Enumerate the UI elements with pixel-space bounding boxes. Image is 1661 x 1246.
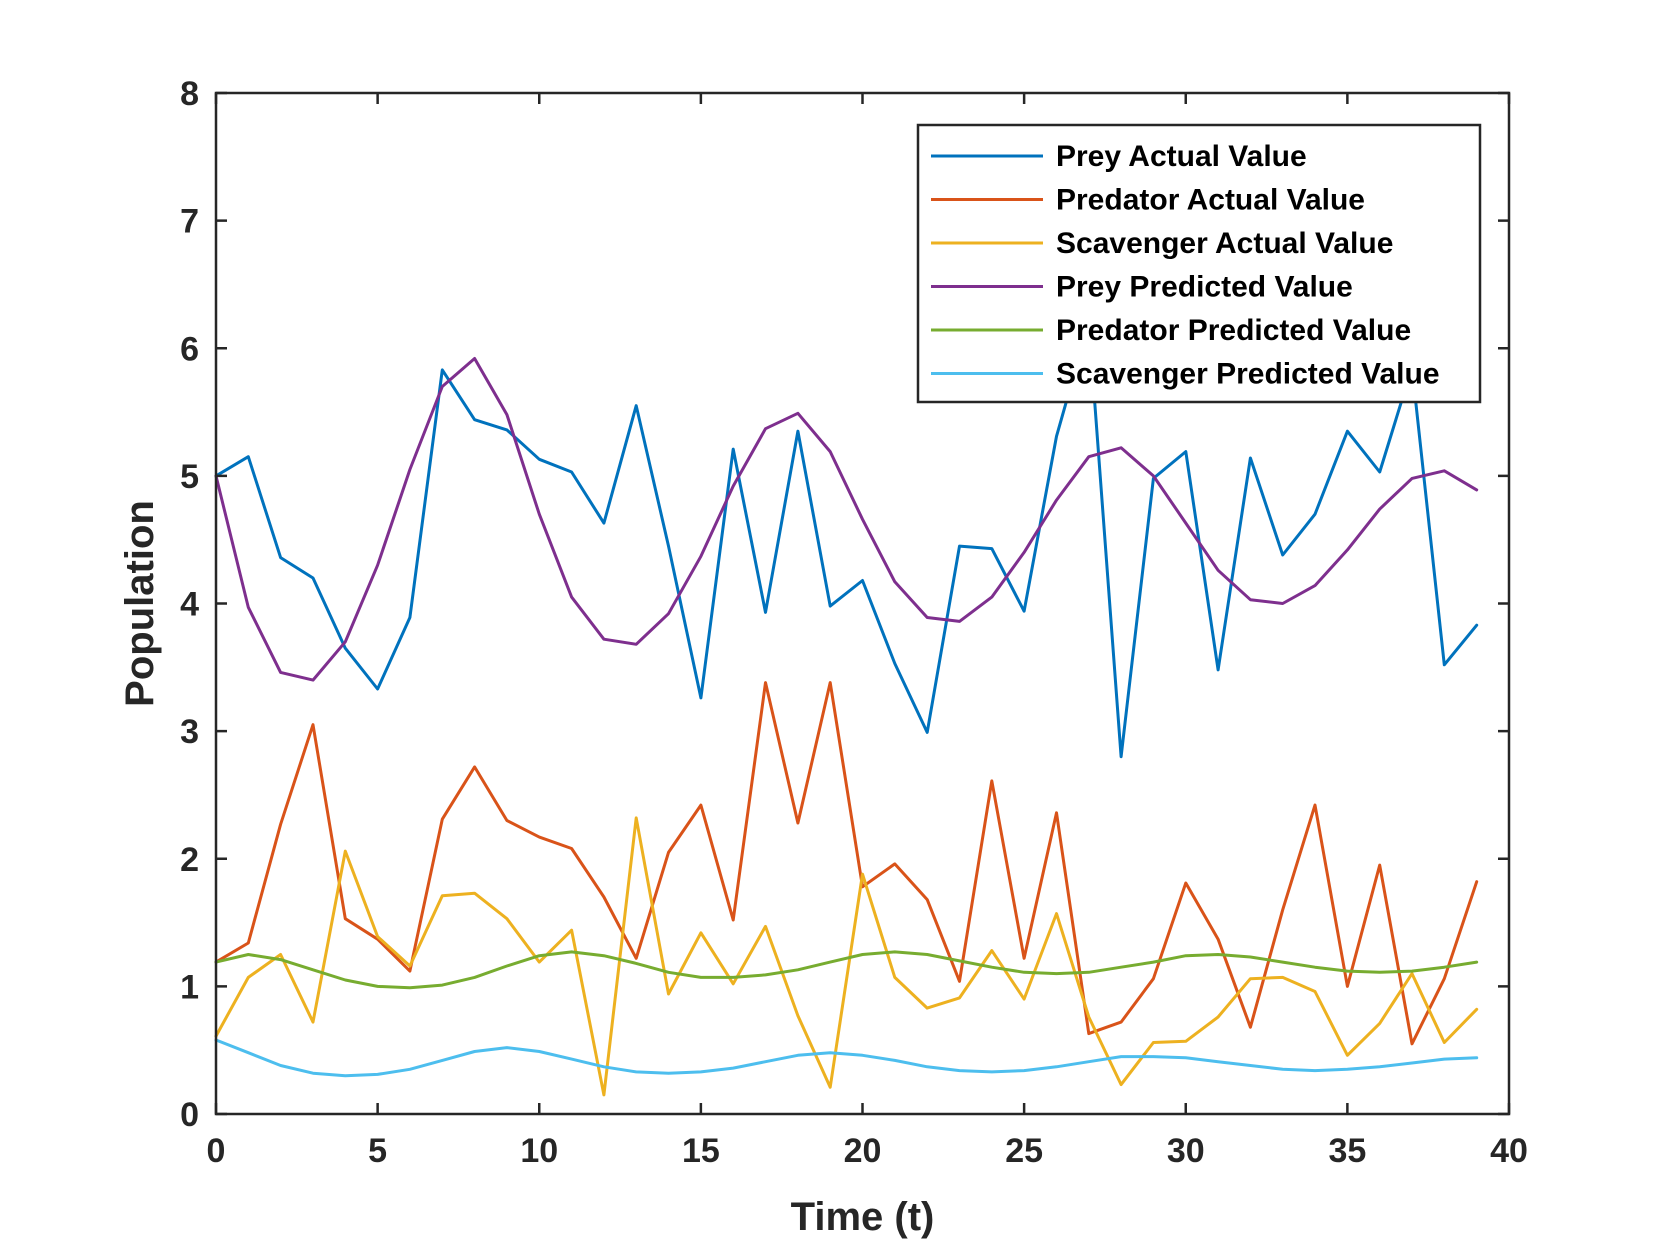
x-tick-label: 30 <box>1167 1132 1205 1170</box>
x-tick-label: 15 <box>682 1132 720 1170</box>
series-line-6 <box>214 1038 1479 1078</box>
legend-entry-label: Predator Actual Value <box>1056 184 1365 217</box>
x-tick-label: 40 <box>1490 1132 1528 1170</box>
x-axis-title: Time (t) <box>791 1195 935 1239</box>
y-tick-label: 7 <box>180 203 199 241</box>
x-tick-label: 25 <box>1005 1132 1043 1170</box>
legend: Prey Actual Value Predator Actual Value Sc… <box>916 123 1482 404</box>
series-line-3 <box>214 816 1479 1097</box>
y-tick-label: 1 <box>180 968 199 1006</box>
x-tick-label: 0 <box>207 1132 226 1170</box>
x-tick-label: 5 <box>368 1132 387 1170</box>
legend-entry-label: Prey Predicted Value <box>1056 271 1353 304</box>
x-tick-label: 35 <box>1328 1132 1366 1170</box>
legend-entry-label: Predator Predicted Value <box>1056 314 1411 347</box>
series-line-2 <box>214 681 1479 1046</box>
series-line-5 <box>214 950 1479 990</box>
legend-box <box>916 123 1482 404</box>
y-tick-label: 5 <box>180 458 199 496</box>
x-tick-label: 20 <box>844 1132 882 1170</box>
legend-entry-label: Scavenger Predicted Value <box>1056 358 1440 391</box>
series-line-4 <box>214 357 1479 682</box>
y-tick-label: 3 <box>180 713 199 751</box>
y-tick-label: 0 <box>180 1096 199 1134</box>
series-line-1 <box>214 321 1479 759</box>
y-tick-label: 2 <box>180 841 199 879</box>
y-tick-label: 4 <box>180 586 199 624</box>
legend-entry-label: Scavenger Actual Value <box>1056 227 1393 260</box>
y-tick-label: 6 <box>180 330 199 368</box>
y-axis-title: Population <box>118 500 162 707</box>
y-tick-label: 8 <box>180 75 199 113</box>
axes: 0 5 10 15 20 25 30 35 40 0 1 2 3 4 5 6 7 8 <box>180 75 1528 1170</box>
x-tick-label: 10 <box>520 1132 558 1170</box>
series-layer <box>214 321 1479 1097</box>
legend-entry-label: Prey Actual Value <box>1056 140 1307 173</box>
